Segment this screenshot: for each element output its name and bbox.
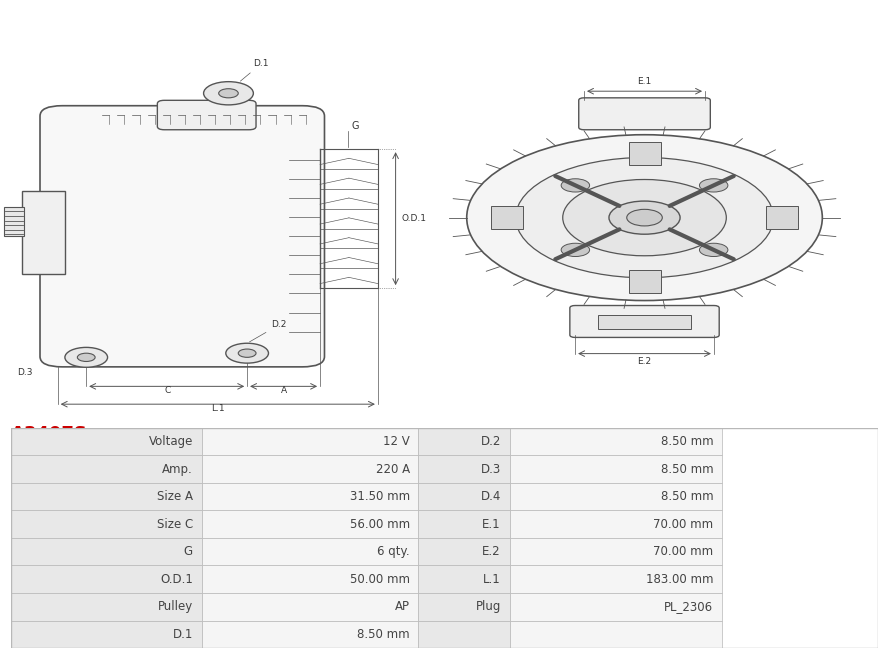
Text: L.1: L.1: [211, 404, 225, 413]
Bar: [509, 483, 722, 511]
Bar: [419, 483, 509, 511]
Text: 56.00 mm: 56.00 mm: [349, 518, 410, 530]
Bar: [419, 428, 509, 455]
Text: Pulley: Pulley: [157, 600, 193, 613]
FancyBboxPatch shape: [157, 100, 256, 130]
Text: 183.00 mm: 183.00 mm: [646, 572, 714, 586]
Circle shape: [516, 157, 773, 278]
Bar: [202, 620, 419, 648]
Bar: [11, 483, 202, 511]
Bar: [419, 455, 509, 483]
Text: Size A: Size A: [156, 490, 193, 503]
Text: Voltage: Voltage: [148, 435, 193, 448]
Bar: [509, 565, 722, 593]
Text: L.1: L.1: [483, 572, 501, 586]
Text: 8.50 mm: 8.50 mm: [661, 490, 714, 503]
Bar: [202, 565, 419, 593]
Text: D.3: D.3: [17, 368, 33, 377]
Circle shape: [700, 179, 728, 192]
FancyBboxPatch shape: [40, 106, 324, 367]
Bar: [419, 511, 509, 538]
Text: G: G: [184, 545, 193, 558]
Text: AP: AP: [395, 600, 410, 613]
Bar: [509, 428, 722, 455]
Bar: [509, 620, 722, 648]
Text: D.2: D.2: [481, 435, 501, 448]
Text: D.3: D.3: [481, 463, 501, 476]
Bar: [598, 315, 691, 329]
Bar: [509, 593, 722, 620]
Circle shape: [219, 89, 238, 98]
Text: 31.50 mm: 31.50 mm: [349, 490, 410, 503]
Bar: [202, 455, 419, 483]
Text: 70.00 mm: 70.00 mm: [653, 545, 714, 558]
Text: Amp.: Amp.: [162, 463, 193, 476]
Circle shape: [700, 243, 728, 257]
Bar: [11, 593, 202, 620]
Circle shape: [467, 135, 822, 301]
Circle shape: [627, 209, 662, 226]
Text: C: C: [164, 386, 171, 395]
Text: O.D.1: O.D.1: [402, 214, 427, 223]
Text: A3407S: A3407S: [11, 426, 87, 443]
Text: 6 qty.: 6 qty.: [377, 545, 410, 558]
FancyBboxPatch shape: [570, 305, 719, 338]
Bar: [11, 538, 202, 565]
Bar: [509, 511, 722, 538]
FancyBboxPatch shape: [579, 98, 710, 130]
Text: Size C: Size C: [156, 518, 193, 530]
Bar: [419, 620, 509, 648]
Bar: [766, 206, 798, 229]
Text: E.1: E.1: [482, 518, 501, 530]
Text: D.4: D.4: [481, 490, 501, 503]
Text: D.1: D.1: [240, 59, 268, 81]
Text: 220 A: 220 A: [376, 463, 410, 476]
Circle shape: [238, 349, 256, 357]
Circle shape: [561, 179, 589, 192]
Text: Plug: Plug: [476, 600, 501, 613]
Text: E.2: E.2: [482, 545, 501, 558]
Circle shape: [65, 347, 108, 367]
Text: D.1: D.1: [172, 628, 193, 641]
Text: O.D.1: O.D.1: [160, 572, 193, 586]
Bar: [4, 207, 24, 236]
Bar: [629, 270, 661, 293]
Bar: [202, 538, 419, 565]
Bar: [22, 191, 65, 274]
Bar: [419, 593, 509, 620]
Bar: [11, 455, 202, 483]
Circle shape: [563, 180, 726, 256]
Bar: [202, 593, 419, 620]
Bar: [11, 428, 202, 455]
Circle shape: [561, 243, 589, 257]
Bar: [491, 206, 523, 229]
Bar: [11, 620, 202, 648]
Text: G: G: [351, 120, 358, 130]
Circle shape: [204, 82, 253, 105]
Text: 50.00 mm: 50.00 mm: [349, 572, 410, 586]
Bar: [11, 511, 202, 538]
Text: A: A: [281, 386, 286, 395]
Text: E.2: E.2: [637, 357, 652, 366]
Bar: [419, 565, 509, 593]
Bar: [419, 538, 509, 565]
Circle shape: [609, 201, 680, 234]
Text: 8.50 mm: 8.50 mm: [661, 435, 714, 448]
Circle shape: [77, 353, 95, 361]
Text: 8.50 mm: 8.50 mm: [357, 628, 410, 641]
Bar: [11, 565, 202, 593]
Text: 70.00 mm: 70.00 mm: [653, 518, 714, 530]
Text: PL_2306: PL_2306: [664, 600, 714, 613]
Text: 12 V: 12 V: [383, 435, 410, 448]
Bar: [629, 141, 661, 165]
Text: E.1: E.1: [637, 77, 652, 86]
Text: D.2: D.2: [250, 320, 286, 342]
Text: 8.50 mm: 8.50 mm: [661, 463, 714, 476]
Bar: [202, 483, 419, 511]
Bar: [202, 428, 419, 455]
Bar: [509, 538, 722, 565]
Circle shape: [226, 343, 268, 363]
Bar: [202, 511, 419, 538]
Bar: [509, 455, 722, 483]
